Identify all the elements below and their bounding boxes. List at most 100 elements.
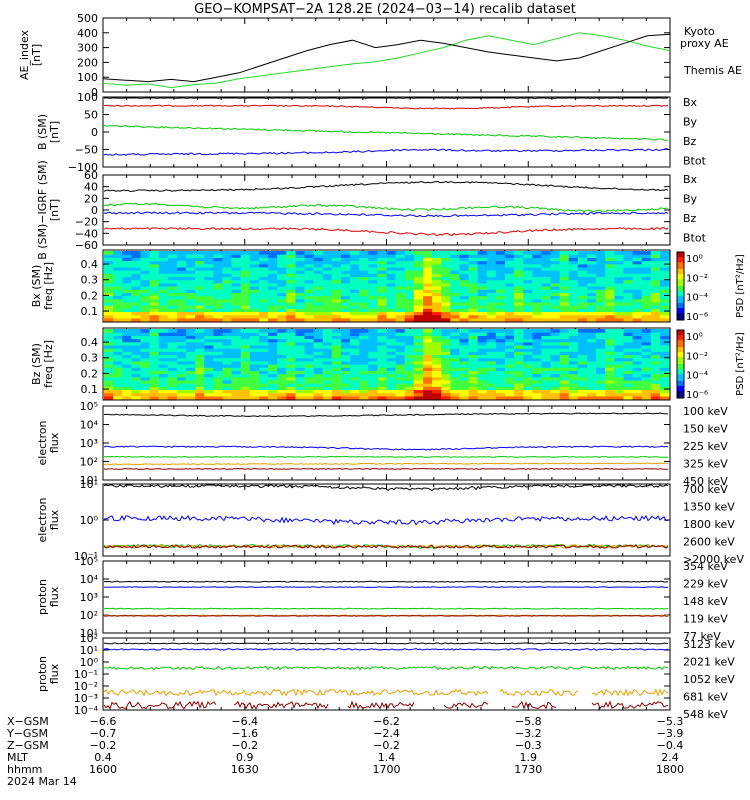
bx-spec-cell — [295, 286, 306, 290]
bx-spec-cell — [377, 263, 388, 268]
bz-spec-colorbar-cell — [677, 382, 684, 385]
bx-spec-cell — [104, 276, 114, 281]
bx-spec-cell — [659, 257, 670, 262]
bz-spec-cell — [368, 329, 378, 333]
bx-spec-cell — [395, 282, 406, 287]
bz-spec-cell — [331, 383, 342, 387]
bx-spec-cell — [277, 251, 287, 255]
bx-spec-cell — [404, 308, 415, 313]
bz-spec-cell — [450, 392, 460, 397]
bx-spec-cell — [304, 308, 315, 313]
bz-spec-cell — [459, 348, 470, 352]
bz-spec-cell — [596, 383, 606, 387]
legend-entry: Bz — [683, 135, 697, 148]
x-axis-tick-value: 0.9 — [236, 751, 254, 764]
bz-spec-cell — [204, 364, 214, 368]
bx-spec-cell — [468, 289, 479, 293]
bz-spec-cell — [359, 364, 369, 368]
pflux2-tick-label: 10¹ — [80, 644, 98, 657]
bz-spec-cell — [122, 354, 132, 359]
bx-spec-cell — [195, 292, 205, 297]
bx-spec-cell — [614, 279, 625, 284]
bz-spec-cell — [623, 351, 634, 356]
bx-spec-cell — [340, 260, 351, 265]
bz-spec-cell — [559, 360, 570, 365]
bz-spec-cell — [659, 335, 670, 340]
bz-spec-cell — [258, 376, 269, 381]
bx-spec-cell — [222, 311, 233, 316]
bz-spec-cell — [377, 332, 388, 336]
bz-spec-cell — [167, 348, 178, 352]
bx-spec-cell — [632, 289, 643, 293]
bz-spec-cell — [614, 329, 625, 333]
bz-spec-cell — [659, 373, 670, 378]
bz-spec-cell — [377, 392, 388, 397]
bz-spec-cell — [295, 373, 306, 378]
bx-spec-cell — [641, 260, 652, 265]
bz-spec-cell — [596, 344, 606, 349]
bx-spec-cell — [149, 314, 160, 319]
bx-spec-cell — [468, 254, 479, 258]
bz-spec-cell — [222, 329, 233, 333]
bz-spec-cell — [368, 335, 378, 340]
bx-spec-cell — [432, 260, 442, 265]
bz-spec-cell — [641, 344, 652, 349]
bz-spec-cell — [186, 373, 196, 378]
bx-spec-cell — [422, 289, 433, 293]
bx-spec-cell — [477, 292, 488, 297]
bx-spec-cell — [650, 260, 661, 265]
bz-spec-cell — [268, 367, 278, 371]
bx-spec-cell — [304, 289, 315, 293]
bz-spec-cell — [486, 332, 497, 336]
bx-spec-cell — [167, 273, 178, 278]
bx-spec-cell — [614, 314, 625, 319]
bx-spec-cell — [222, 263, 233, 268]
bz-spec-cell — [659, 389, 670, 394]
bz-spec-cell — [268, 376, 278, 381]
bx-spec-cell — [504, 317, 515, 322]
bz-spec-cell — [504, 348, 515, 352]
bx-spec-cell — [659, 270, 670, 274]
x-axis-tick-value: 1.4 — [378, 751, 396, 764]
bx-spec-cell — [113, 295, 123, 300]
ae-axis-title: AE_index [nT] — [18, 29, 43, 80]
bz-spec-cell — [368, 332, 378, 336]
eflux1-325kev-line — [103, 462, 669, 466]
bz-spec-cell — [504, 360, 515, 365]
bx-spec-cell — [468, 260, 479, 265]
bx-spec-cell — [104, 301, 114, 306]
bx-spec-cell — [468, 317, 479, 322]
bx-spec-colorbar-tick: 10⁻⁶ — [686, 312, 708, 323]
bx-spec-cell — [395, 251, 406, 255]
bz-spec-cell — [441, 348, 451, 352]
bx-spec-cell — [122, 298, 132, 303]
bz-spec-cell — [650, 367, 661, 371]
bx-spec-cell — [568, 270, 579, 274]
bz-spec-cell — [450, 357, 460, 362]
bx-spec-cell — [614, 298, 625, 303]
bz-spec-cell — [550, 370, 561, 375]
bz-spec-cell — [176, 367, 187, 371]
bx-spec-cell — [222, 257, 233, 262]
bx-spec-tick-label: 0.3 — [81, 274, 99, 287]
bz-spec-cell — [586, 389, 597, 394]
bz-spec-cell — [422, 360, 433, 365]
eflux2-tick-label: 10⁰ — [80, 514, 99, 527]
bx-spec-cell — [468, 251, 479, 255]
bz-spec-cell — [586, 329, 597, 333]
bz-spec-cell — [413, 364, 424, 368]
bx-spec-cell — [195, 289, 205, 293]
bx-spec-cell — [231, 295, 242, 300]
bx-spec-cell — [231, 282, 242, 287]
bz-spec-colorbar-cell — [677, 394, 684, 397]
bz-spec-cell — [331, 364, 342, 368]
bx-spec-cell — [486, 254, 497, 258]
bx-spec-cell — [231, 270, 242, 274]
bx-spec-cell — [568, 305, 579, 309]
bz-spec-cell — [532, 341, 543, 346]
bx-spec-cell — [659, 266, 670, 271]
bz-spec-cell — [432, 364, 442, 368]
bx-spec-cell — [550, 314, 561, 319]
bx-spec-cell — [286, 270, 296, 274]
bx-spec-cell — [113, 308, 123, 313]
